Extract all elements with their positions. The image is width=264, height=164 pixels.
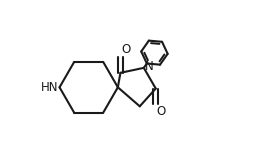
Text: N: N bbox=[145, 61, 154, 73]
Text: HN: HN bbox=[41, 81, 58, 94]
Text: O: O bbox=[121, 43, 131, 56]
Text: O: O bbox=[157, 105, 166, 118]
